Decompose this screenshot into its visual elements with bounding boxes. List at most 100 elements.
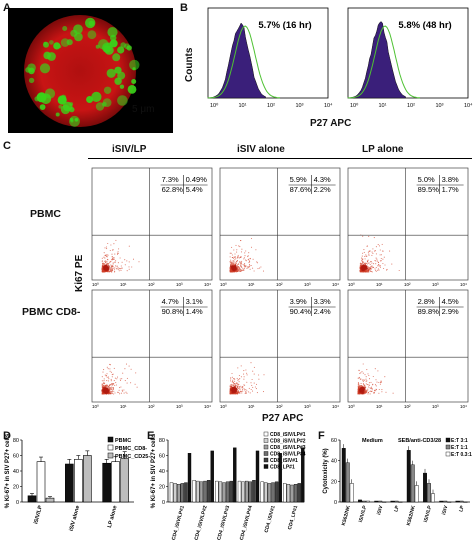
flow-dot [118,268,120,270]
flow-dot [244,384,246,386]
flow-dot [238,245,240,247]
panel-e-bar [218,481,223,503]
flow-dot [107,242,109,245]
green-stain-dot [58,45,62,49]
flow-dot [112,263,114,265]
flow-dot [370,381,372,383]
flow-dot [247,255,249,257]
flow-dot [375,253,377,255]
flow-tick-label: 10⁰ [220,282,227,287]
flow-dot [252,370,254,372]
flow-dot [245,392,248,394]
flow-dot [232,271,234,273]
flow-dot [250,237,253,240]
flow-dot [239,262,242,264]
flow-dot [108,386,110,389]
flow-dot [232,260,234,262]
flow-dot [361,261,364,263]
flow-dot-dense [362,264,365,268]
scale-bar [130,100,168,102]
panel-e-bar [290,484,294,503]
flow-dot [365,390,367,392]
flow-dot [104,384,106,386]
flow-dot [102,264,104,266]
flow-dot [362,372,364,374]
panel-f-category-label: LP [393,504,401,512]
flow-dot [104,247,106,249]
green-stain-dot [132,67,136,71]
flow-dot [362,363,364,365]
scale-bar-label: 5 μm [132,104,155,115]
quadrant-ul: 5.9% [290,175,307,184]
flow-dot [238,267,240,269]
flow-dot [105,246,108,248]
flow-tick-label: 10⁴ [332,404,339,409]
green-stain-dot [117,46,125,54]
flow-dot [363,379,365,381]
flow-dot [376,381,378,383]
flow-dot [229,267,231,269]
green-stain-dot [69,117,74,122]
flow-dot [119,387,121,389]
quadrant-ur: 4.3% [314,175,331,184]
panel-e-bar [225,481,230,503]
flow-dot [367,270,369,272]
flow-dot [111,265,113,267]
flow-plot: 4.7% 3.1%90.8% 1.4% 10⁰ 10¹ 10² 10³ 10⁴ [91,289,213,409]
flow-dot [377,268,379,270]
flow-dot [244,266,246,268]
panel-d-y-tick-label: 60 [13,454,19,460]
panel-e-bar [260,481,264,503]
flow-dot [106,263,108,265]
flow-dot [114,261,116,263]
flow-dot [102,387,104,389]
flow-dot [375,260,377,262]
flow-dot [111,391,113,393]
flow-dot [117,251,119,253]
flow-dot [109,271,111,273]
flow-dot [241,387,243,389]
quadrant-ur: 4.5% [442,297,459,306]
flow-dot [368,378,371,380]
flow-dot [238,266,240,268]
panel-e-bar [199,481,204,503]
flow-dot [236,387,238,389]
flow-dot [358,386,360,388]
histogram-tick-label: 10⁰ [210,102,219,109]
flow-dot [245,259,247,261]
flow-tick-label: 10² [404,282,411,287]
flow-dot [378,245,381,247]
flow-tick-label: 10⁰ [92,404,99,409]
flow-dot [248,252,250,254]
green-stain-dot [95,102,105,111]
flow-dot [246,390,248,392]
quadrant-lr: 2.9% [442,307,459,316]
flow-dot [376,258,378,260]
panel-f-legend-label: E:T 1:1 [451,445,468,451]
flow-dot [234,256,236,258]
flow-dot [234,271,236,273]
flow-dot [236,249,238,251]
flow-dot [371,251,373,253]
flow-dot [369,250,371,252]
flow-dot [230,387,232,389]
flow-dot [374,368,376,370]
panel-f-bar [414,485,419,503]
flow-dot [374,250,376,252]
panel-b-xlabel: P27 APC [310,118,352,129]
flow-dot [366,245,368,247]
flow-dot [119,257,121,259]
flow-plot: 5.0% 3.8%89.5% 1.7% 10⁰ 10¹ 10² 10³ 10⁴ [347,167,469,287]
flow-dot [241,266,243,268]
flow-dot [237,266,239,268]
flow-dot [106,385,109,387]
flow-dot [260,266,262,268]
flow-dot [378,388,380,391]
flow-dot [253,382,255,384]
flow-dot [109,368,111,370]
flow-dot [234,259,236,261]
green-stain-dot [74,32,83,42]
panel-f-bar [382,501,387,503]
flow-dot [242,268,244,270]
flow-dot [239,387,241,389]
